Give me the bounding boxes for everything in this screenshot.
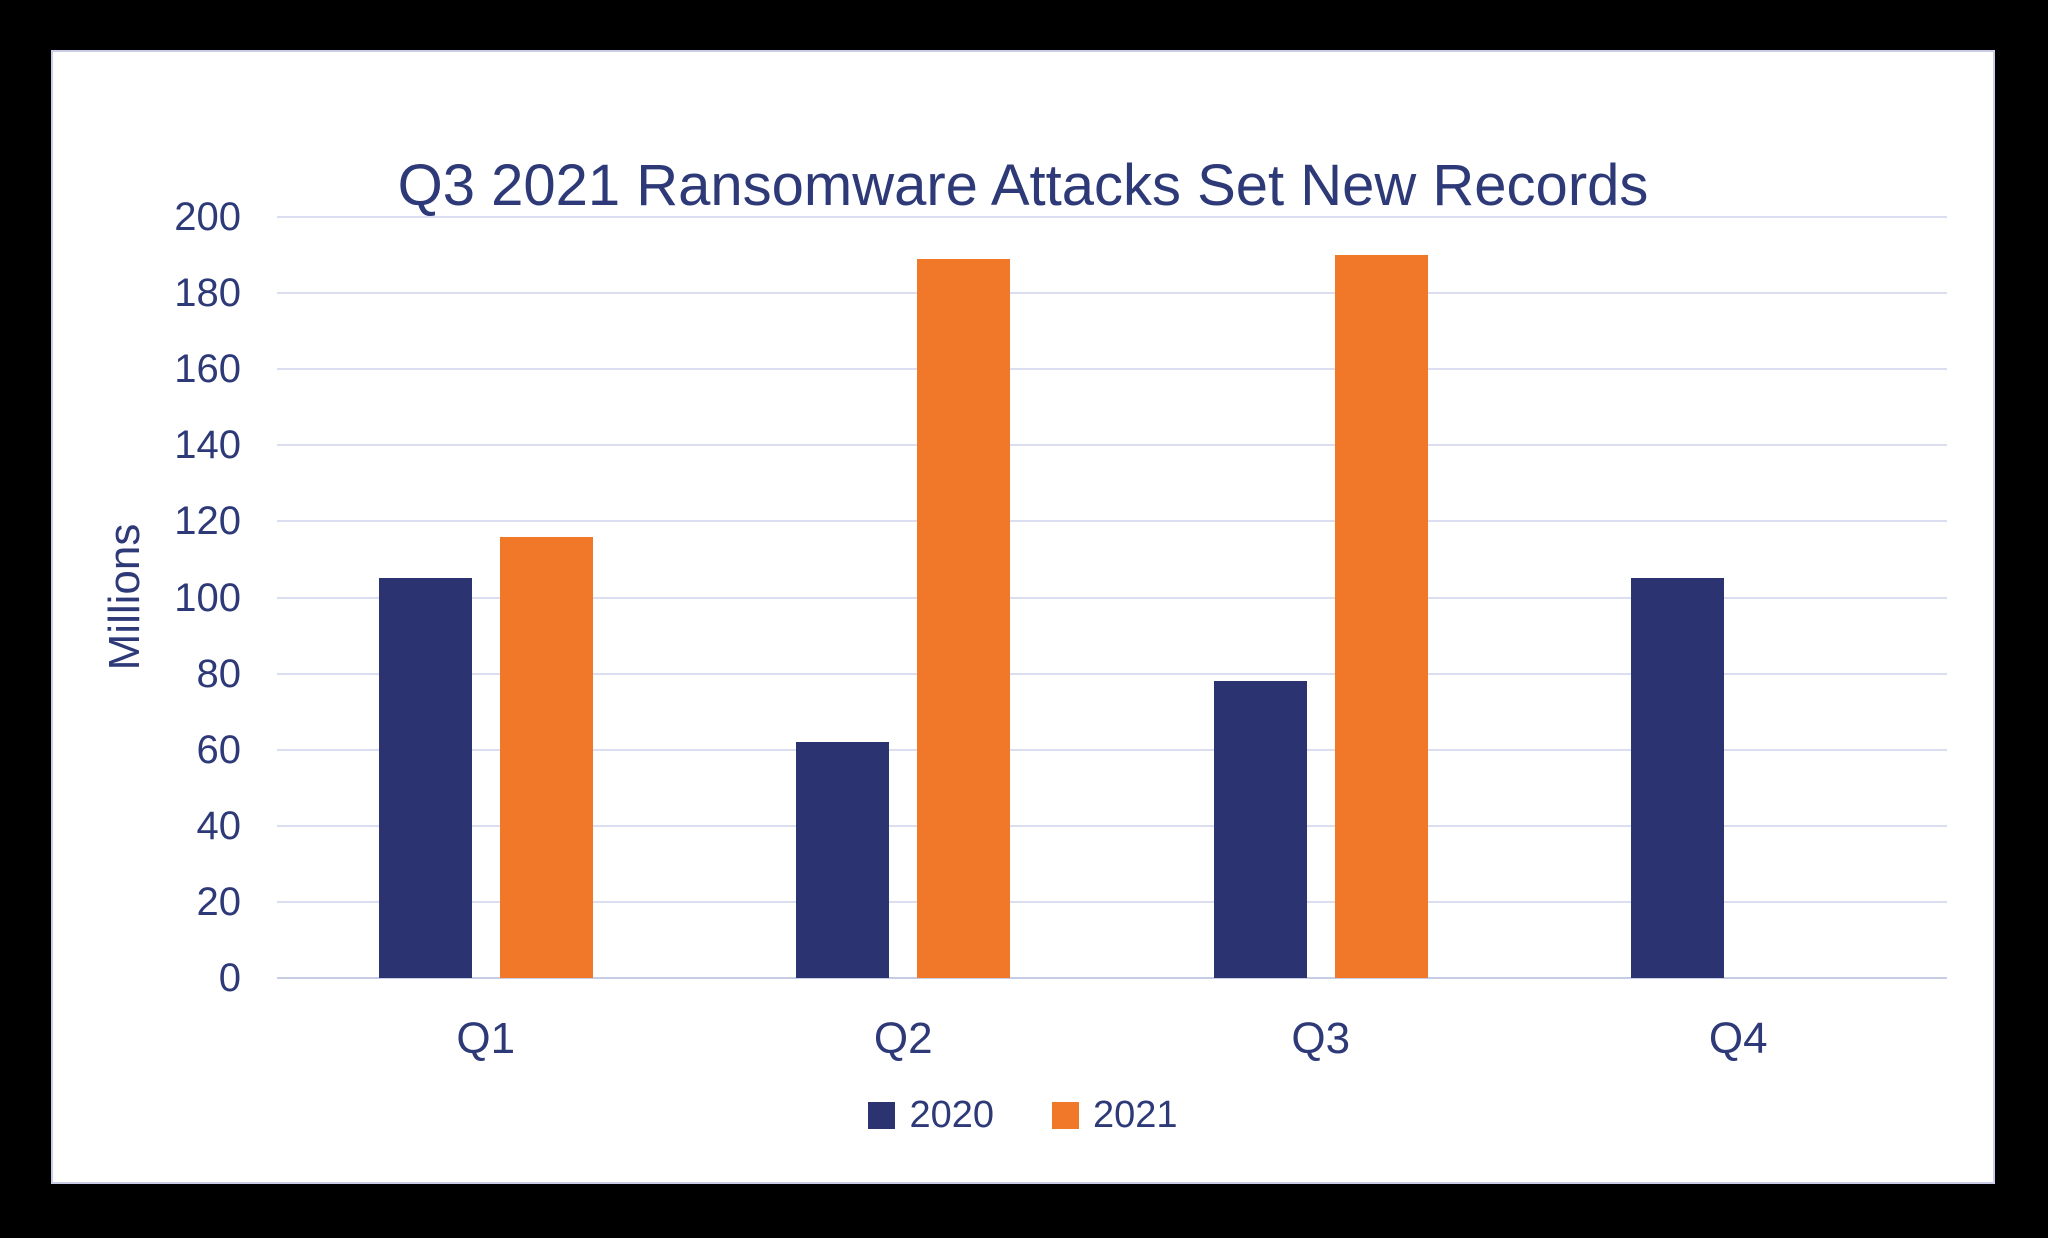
bar-2020-q4: [1631, 578, 1725, 978]
legend-label-2021: 2021: [1093, 1094, 1178, 1136]
gridline-100: [277, 596, 1947, 599]
y-tick-label-180: 180: [174, 271, 241, 316]
gridline-140: [277, 444, 1947, 447]
gridline-40: [277, 824, 1947, 827]
legend-swatch-2020: [868, 1101, 896, 1129]
bar-2021-q3: [1334, 255, 1428, 978]
x-tick-label-q2: Q2: [873, 1014, 933, 1063]
legend-item-2021: 2021: [1052, 1096, 1178, 1134]
gridline-180: [277, 292, 1947, 295]
y-tick-label-200: 200: [174, 195, 241, 239]
bar-2021-q1: [499, 536, 593, 978]
x-tick-label-q3: Q3: [1291, 1014, 1351, 1063]
y-tick-label-60: 60: [196, 727, 242, 772]
gridline-80: [277, 672, 1947, 675]
bar-2020-q1: [378, 578, 472, 978]
gridline-120: [277, 520, 1947, 523]
legend: 2020 2021: [53, 1096, 1993, 1134]
legend-swatch-2021: [1052, 1101, 1079, 1129]
x-axis-line: [277, 977, 1947, 979]
bar-2021-q2: [917, 258, 1011, 978]
y-tick-label-20: 20: [196, 879, 242, 924]
y-tick-label-0: 0: [218, 956, 241, 1000]
chart-title: Q3 2021 Ransomware Attacks Set New Recor…: [397, 153, 1649, 218]
gridline-20: [277, 900, 1947, 903]
gridline-200: [277, 216, 1947, 218]
bar-2020-q2: [796, 742, 890, 978]
y-tick-label-120: 120: [174, 499, 241, 544]
y-tick-label-100: 100: [174, 575, 241, 620]
y-tick-label-140: 140: [174, 423, 241, 468]
x-tick-label-q4: Q4: [1708, 1014, 1768, 1063]
chart-card: Q3 2021 Ransomware Attacks Set New Recor…: [51, 50, 1995, 1184]
y-tick-label-40: 40: [196, 803, 242, 848]
y-tick-label-160: 160: [174, 347, 241, 392]
gridline-160: [277, 368, 1947, 371]
x-tick-label-q1: Q1: [456, 1014, 516, 1063]
y-tick-label-80: 80: [196, 651, 242, 696]
plot-area: [277, 216, 1947, 979]
bar-2020-q3: [1213, 681, 1307, 978]
legend-item-2020: 2020: [868, 1096, 994, 1134]
gridline-60: [277, 748, 1947, 751]
legend-label-2020: 2020: [909, 1094, 994, 1136]
